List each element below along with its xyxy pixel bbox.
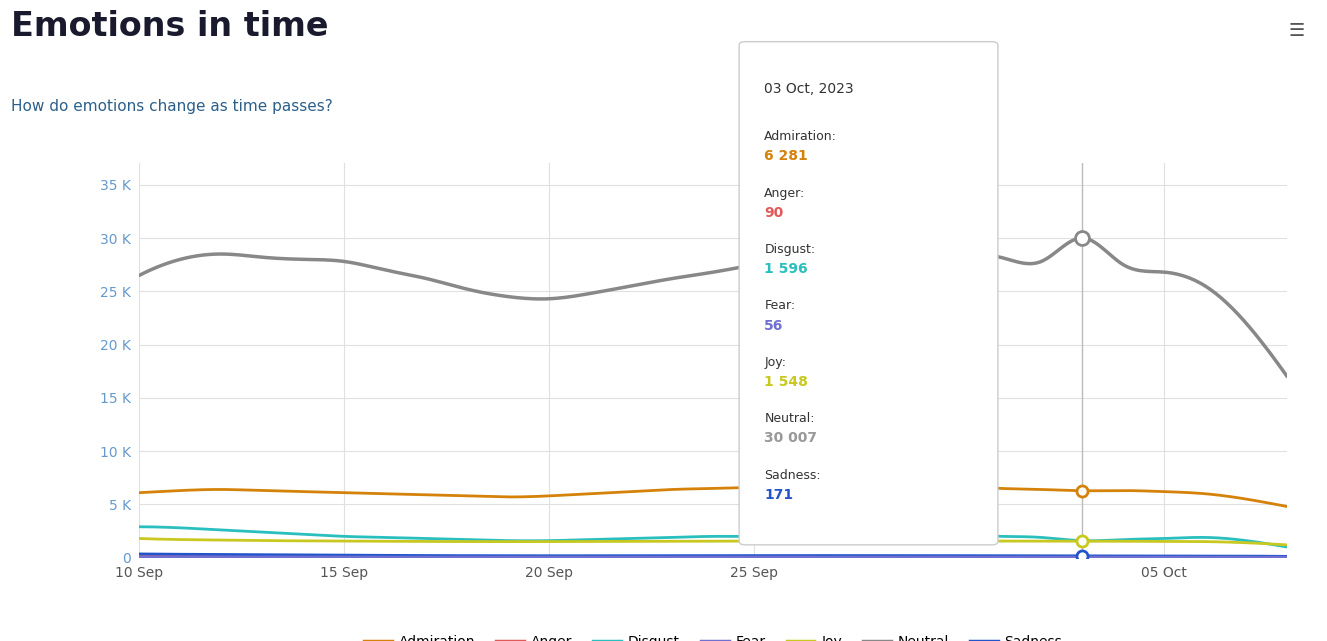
Text: 1 596: 1 596 (764, 262, 808, 276)
Legend: Admiration, Anger, Disgust, Fear, Joy, Neutral, Sadness: Admiration, Anger, Disgust, Fear, Joy, N… (358, 629, 1068, 641)
Text: 03 Oct, 2023: 03 Oct, 2023 (764, 82, 855, 96)
Text: Neutral:: Neutral: (764, 412, 815, 425)
Text: 30 007: 30 007 (764, 431, 817, 445)
Text: Fear:: Fear: (764, 299, 795, 312)
Text: Joy:: Joy: (764, 356, 787, 369)
Text: Sadness:: Sadness: (764, 469, 821, 481)
Text: Disgust:: Disgust: (764, 243, 816, 256)
Text: Emotions in time: Emotions in time (11, 10, 328, 42)
Text: Anger:: Anger: (764, 187, 805, 199)
Text: 171: 171 (764, 488, 794, 502)
Text: ☰: ☰ (1289, 22, 1304, 40)
Text: Admiration:: Admiration: (764, 130, 837, 143)
Text: How do emotions change as time passes?: How do emotions change as time passes? (11, 99, 332, 114)
Text: 6 281: 6 281 (764, 149, 808, 163)
Text: 1 548: 1 548 (764, 375, 808, 389)
Text: 90: 90 (764, 206, 784, 220)
Text: 56: 56 (764, 319, 784, 333)
